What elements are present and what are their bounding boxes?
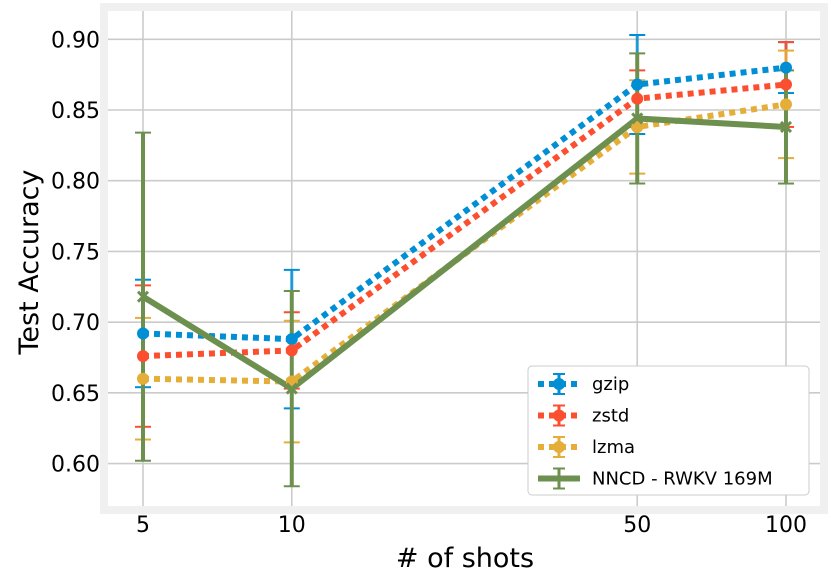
- legend-swatch-marker: [553, 441, 565, 453]
- nncd-rwkv-169m-point: [136, 290, 150, 303]
- y-tick-label: 0.60: [51, 453, 100, 478]
- nncd-rwkv-169m-point: [285, 382, 298, 395]
- y-tick-label: 0.80: [51, 170, 100, 195]
- nncd-rwkv-169m-point: [631, 112, 644, 125]
- legend-swatch-marker: [553, 378, 565, 390]
- y-axis-label: Test Accuracy: [14, 169, 45, 355]
- x-tick-labels: 5 10 50 100: [136, 513, 807, 538]
- legend-swatch-marker: [553, 409, 565, 422]
- x-tick-label: 50: [623, 513, 651, 538]
- y-tick-label: 0.75: [51, 240, 100, 265]
- y-tick-label: 0.65: [51, 382, 100, 407]
- y-tick-labels: 0.60 0.65 0.70 0.75 0.80 0.85 0.90: [51, 28, 100, 477]
- y-tick-label: 0.85: [51, 99, 100, 124]
- y-tick-label: 0.70: [51, 311, 100, 336]
- lzma-point: [137, 372, 149, 385]
- legend-label: zstd: [592, 406, 629, 427]
- zstd-point: [137, 350, 149, 363]
- legend-box: [527, 365, 810, 496]
- lzma-point: [631, 120, 644, 133]
- legend-label: lzma: [592, 437, 635, 458]
- gzip-point: [631, 78, 644, 91]
- nncd-rwkv-169m-line: [141, 115, 787, 393]
- x-axis-label: # of shots: [396, 543, 534, 574]
- gzip-point: [137, 327, 149, 340]
- zstd-line: [142, 81, 787, 360]
- data-points: [136, 61, 793, 395]
- nncd-rwkv-169m-point: [779, 120, 793, 134]
- legend-label: NNCD - RWKV 169M: [592, 469, 773, 490]
- lzma-line: [142, 101, 787, 385]
- legend-item-zstd: zstd: [538, 404, 629, 427]
- legend-item-gzip: gzip: [538, 373, 629, 395]
- plot-frame: [100, 3, 828, 514]
- x-tick-label: 5: [136, 513, 150, 538]
- series-lines: [141, 64, 787, 393]
- y-tick-label: 0.90: [51, 28, 100, 53]
- gzip-point: [780, 61, 792, 74]
- zstd-point: [285, 344, 298, 357]
- legend-item-nncd-rwkv-169m: NNCD - RWKV 169M: [538, 467, 773, 490]
- x-tick-label: 10: [278, 513, 306, 538]
- gzip-point: [285, 333, 298, 346]
- gzip-line: [142, 64, 787, 343]
- legend: gzip zstd lzma NNCD - RWKV 169M: [527, 365, 810, 496]
- lzma-point: [780, 98, 792, 111]
- zstd-point: [780, 78, 792, 91]
- legend-item-lzma: lzma: [538, 436, 635, 458]
- x-tick-label: 100: [765, 513, 807, 538]
- legend-label: gzip: [592, 374, 629, 395]
- zstd-point: [631, 92, 644, 105]
